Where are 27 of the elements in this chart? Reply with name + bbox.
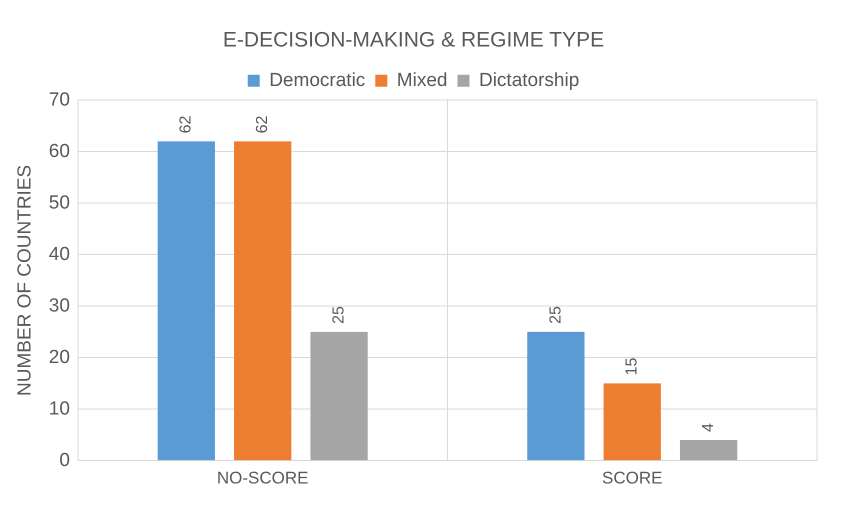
data-label: 25 <box>547 306 564 324</box>
bar <box>310 332 368 460</box>
x-tick-label: NO-SCORE <box>216 468 309 488</box>
y-tick-label: 20 <box>48 346 70 368</box>
data-label: 15 <box>624 357 641 376</box>
x-tick-label: SCORE <box>602 468 662 488</box>
chart-title: E-DECISION-MAKING & REGIME TYPE <box>222 28 604 52</box>
bar <box>234 141 292 460</box>
bar <box>604 383 661 460</box>
y-tick-label: 40 <box>48 244 70 265</box>
y-tick-label: 0 <box>59 450 70 471</box>
y-tick-label: 10 <box>48 398 70 420</box>
y-tick-label: 70 <box>48 89 70 110</box>
legend-label: Mixed <box>396 70 448 91</box>
y-tick-label: 60 <box>48 140 70 162</box>
legend-label: Democratic <box>269 70 366 91</box>
data-label: 62 <box>178 115 195 134</box>
data-label: 4 <box>700 423 718 432</box>
y-tick-label: 50 <box>48 192 70 214</box>
data-label: 62 <box>254 115 272 134</box>
legend-label: Dictatorship <box>478 70 580 91</box>
bar <box>527 332 584 460</box>
data-label: 25 <box>330 306 348 324</box>
bar <box>158 141 215 460</box>
y-tick-label: 30 <box>48 295 70 316</box>
bar <box>680 440 738 460</box>
y-axis-title: NUMBER OF COUNTRIES <box>14 164 36 396</box>
